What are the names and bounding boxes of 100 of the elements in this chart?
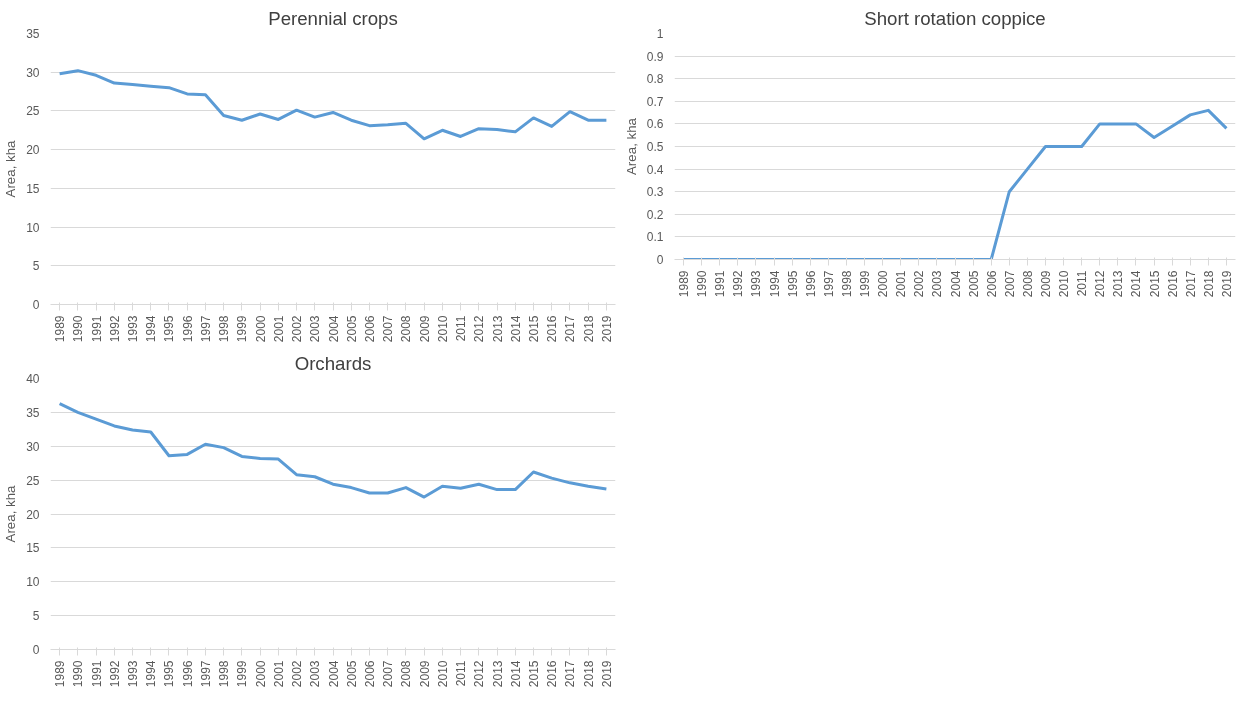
y-tick-label: 10 — [26, 575, 40, 590]
y-tick-label: 0.7 — [646, 94, 664, 109]
x-tick-label: 2019 — [599, 315, 614, 343]
x-tick-label: 1992 — [731, 270, 746, 298]
x-tick-label: 2013 — [490, 660, 505, 688]
y-tick-label: 5 — [32, 609, 40, 624]
x-tick-label: 2000 — [253, 660, 268, 688]
chart-title: Short rotation coppice — [864, 7, 1046, 29]
x-tick-label: 2011 — [454, 315, 469, 342]
x-tick-label: 2016 — [545, 660, 560, 688]
x-tick-label: 1990 — [695, 270, 710, 298]
x-tick-label: 1989 — [53, 660, 68, 688]
x-tick-label: 1989 — [677, 270, 692, 298]
x-tick-label: 2005 — [344, 660, 359, 688]
x-tick-label: 1991 — [89, 315, 104, 343]
x-tick-label: 2006 — [362, 660, 377, 688]
x-tick-label: 1996 — [803, 270, 818, 298]
x-tick-label: 1999 — [235, 315, 250, 343]
x-tick-label: 1999 — [858, 270, 873, 298]
y-tick-label: 30 — [26, 439, 40, 454]
x-tick-label: 2015 — [526, 315, 541, 343]
y-tick-label: 35 — [26, 27, 40, 41]
x-tick-label: 2007 — [381, 315, 396, 343]
x-tick-label: 2008 — [1020, 270, 1035, 298]
x-tick-label: 2004 — [948, 270, 963, 298]
x-tick-label: 2004 — [326, 315, 341, 343]
y-tick-label: 15 — [26, 541, 40, 556]
x-tick-label: 2001 — [271, 660, 286, 688]
x-tick-label: 1995 — [785, 270, 800, 298]
y-tick-label: 0.8 — [646, 72, 664, 87]
y-tick-label: 20 — [26, 143, 40, 158]
x-tick-label: 1998 — [839, 270, 854, 298]
y-tick-label: 1 — [656, 27, 664, 41]
y-tick-label: 25 — [26, 473, 40, 488]
x-tick-label: 2007 — [1002, 270, 1017, 298]
x-tick-label: 2010 — [435, 660, 450, 688]
x-tick-label: 1995 — [162, 660, 177, 688]
y-tick-label: 0.4 — [646, 162, 664, 177]
x-tick-label: 1992 — [107, 660, 122, 688]
x-tick-label: 2019 — [1219, 270, 1234, 298]
x-tick-label: 1990 — [71, 660, 86, 688]
y-tick-label: 0 — [32, 298, 40, 312]
x-tick-label: 2003 — [308, 660, 323, 688]
y-tick-label: 0 — [656, 253, 664, 267]
x-tick-label: 1998 — [217, 315, 232, 343]
x-tick-label: 2010 — [435, 315, 450, 343]
x-tick-label: 2017 — [563, 660, 578, 688]
x-tick-label: 1997 — [198, 660, 213, 688]
line-series — [682, 108, 1228, 260]
x-tick-label: 1993 — [749, 270, 764, 298]
x-tick-label: 2012 — [1093, 270, 1108, 298]
x-tick-label: 1990 — [71, 315, 86, 343]
x-tick-label: 2009 — [417, 315, 432, 343]
x-tick-label: 2001 — [894, 270, 909, 298]
x-tick-label: 2018 — [1201, 270, 1216, 298]
x-tick-label: 1997 — [198, 315, 213, 343]
x-tick-label: 2014 — [508, 660, 523, 688]
x-tick-label: 2008 — [399, 315, 414, 343]
line-series — [58, 69, 608, 141]
y-tick-label: 5 — [32, 259, 40, 274]
x-tick-label: 1997 — [821, 270, 836, 298]
x-tick-label: 2001 — [271, 315, 286, 343]
x-tick-label: 2000 — [253, 315, 268, 343]
x-tick-label: 2014 — [508, 315, 523, 343]
x-tick-label: 2008 — [399, 660, 414, 688]
x-tick-label: 2012 — [472, 315, 487, 343]
x-tick-label: 1999 — [235, 660, 250, 688]
x-tick-label: 2006 — [984, 270, 999, 298]
y-tick-label: 20 — [26, 507, 40, 522]
x-tick-label: 1996 — [180, 660, 195, 688]
x-tick-label: 1996 — [180, 315, 195, 343]
x-tick-label: 1995 — [162, 315, 177, 343]
x-tick-label: 2003 — [308, 315, 323, 343]
x-tick-label: 2002 — [912, 270, 927, 298]
x-tick-label: 2016 — [545, 315, 560, 343]
x-tick-label: 1992 — [107, 315, 122, 343]
x-tick-label: 2011 — [454, 660, 469, 687]
x-tick-label: 2016 — [1165, 270, 1180, 298]
x-tick-label: 1994 — [767, 270, 782, 298]
x-tick-label: 2012 — [472, 660, 487, 688]
x-tick-label: 2010 — [1057, 270, 1072, 298]
x-tick-label: 1991 — [713, 270, 728, 298]
x-tick-label: 2005 — [966, 270, 981, 298]
y-tick-label: 40 — [26, 372, 40, 386]
y-tick-label: 35 — [26, 405, 40, 420]
y-tick-label: 0.6 — [646, 117, 664, 132]
x-tick-label: 1991 — [89, 660, 104, 688]
y-axis-title: Area, kha — [3, 484, 19, 543]
y-tick-label: 10 — [26, 220, 40, 235]
x-tick-label: 2000 — [876, 270, 891, 298]
x-tick-label: 2013 — [1111, 270, 1126, 298]
y-tick-label: 0.9 — [646, 49, 664, 64]
x-tick-label: 2002 — [290, 315, 305, 343]
x-tick-label: 2015 — [526, 660, 541, 688]
x-tick-label: 2017 — [563, 315, 578, 343]
chart-title: Orchards — [294, 352, 372, 374]
y-tick-label: 0 — [32, 643, 40, 657]
x-tick-label: 2011 — [1075, 270, 1090, 297]
y-tick-label: 0.1 — [646, 230, 664, 245]
x-tick-label: 2013 — [490, 315, 505, 343]
